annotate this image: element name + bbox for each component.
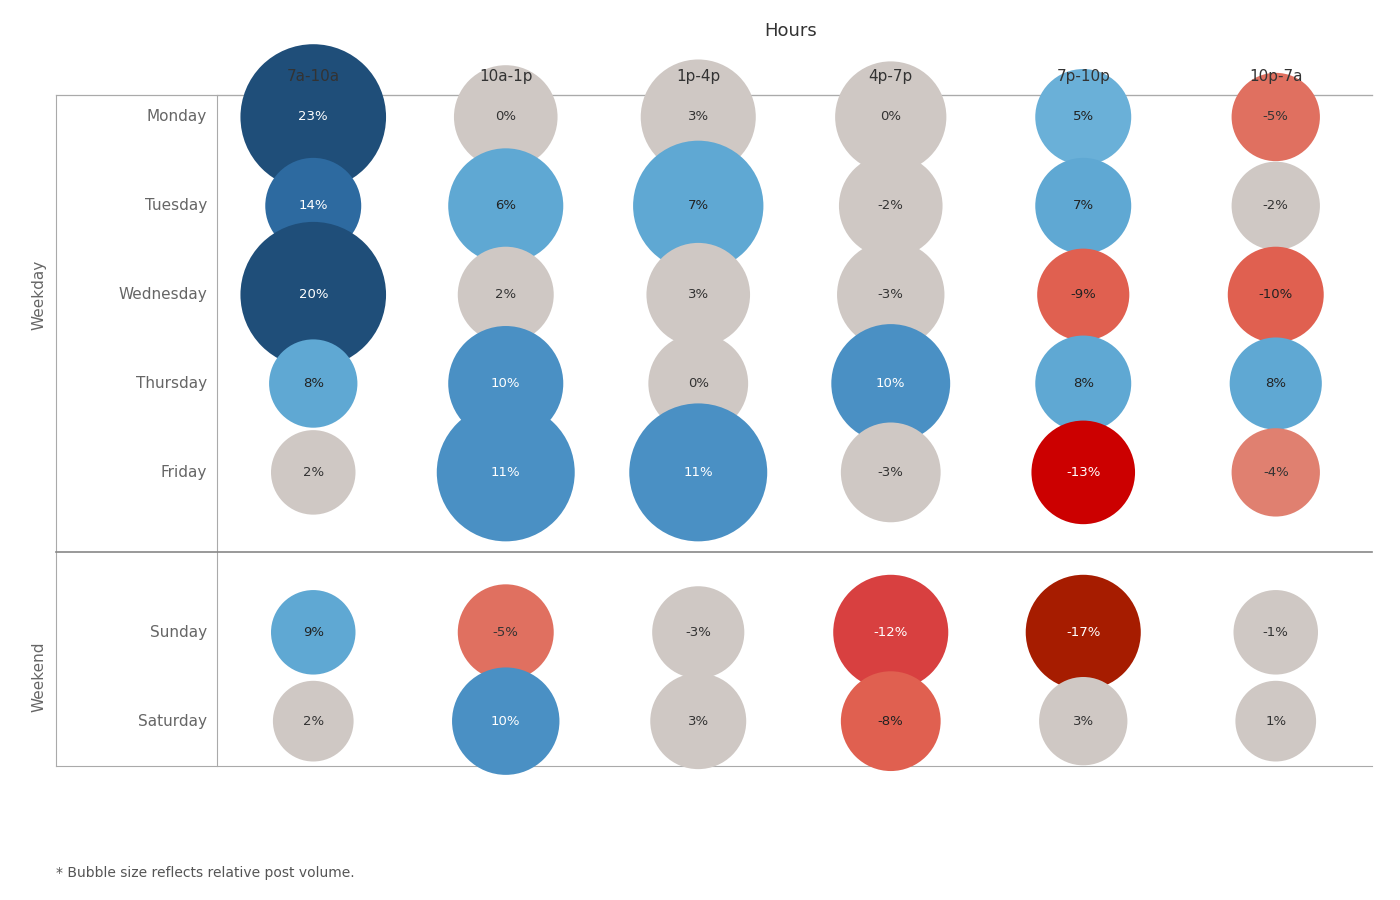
Text: 3%: 3%: [687, 288, 708, 302]
Text: 9%: 9%: [302, 626, 323, 639]
Text: 3%: 3%: [1072, 715, 1093, 728]
Text: 6%: 6%: [496, 199, 517, 212]
Text: 0%: 0%: [881, 111, 902, 123]
Text: 7%: 7%: [687, 199, 708, 212]
Text: -17%: -17%: [1065, 626, 1100, 639]
Text: -5%: -5%: [493, 626, 518, 639]
Text: 20%: 20%: [298, 288, 328, 302]
Text: -13%: -13%: [1065, 466, 1100, 479]
Text: 4p-7p: 4p-7p: [868, 69, 913, 84]
Text: Thursday: Thursday: [136, 376, 207, 391]
Text: Tuesday: Tuesday: [146, 198, 207, 213]
Text: 10%: 10%: [491, 377, 521, 390]
Text: Weekday: Weekday: [32, 259, 46, 329]
Text: -3%: -3%: [878, 466, 903, 479]
Text: -1%: -1%: [1263, 626, 1288, 639]
Text: -2%: -2%: [1263, 199, 1288, 212]
Text: 7%: 7%: [1072, 199, 1093, 212]
Text: -3%: -3%: [878, 288, 903, 302]
Text: 11%: 11%: [491, 466, 521, 479]
Text: Monday: Monday: [147, 110, 207, 124]
Text: 10a-1p: 10a-1p: [479, 69, 532, 84]
Text: 8%: 8%: [1266, 377, 1287, 390]
Text: 2%: 2%: [302, 715, 323, 728]
Text: 2%: 2%: [496, 288, 517, 302]
Text: -12%: -12%: [874, 626, 909, 639]
Text: -3%: -3%: [686, 626, 711, 639]
Text: -10%: -10%: [1259, 288, 1292, 302]
Text: 3%: 3%: [687, 111, 708, 123]
Text: Sunday: Sunday: [150, 625, 207, 640]
Text: 1%: 1%: [1266, 715, 1287, 728]
Text: 0%: 0%: [687, 377, 708, 390]
Text: -5%: -5%: [1263, 111, 1288, 123]
Text: * Bubble size reflects relative post volume.: * Bubble size reflects relative post vol…: [56, 866, 354, 880]
Text: 5%: 5%: [1072, 111, 1093, 123]
Text: Hours: Hours: [764, 22, 818, 40]
Text: -2%: -2%: [878, 199, 903, 212]
Text: 7a-10a: 7a-10a: [287, 69, 340, 84]
Text: 0%: 0%: [496, 111, 517, 123]
Text: 1p-4p: 1p-4p: [676, 69, 721, 84]
Text: Weekend: Weekend: [32, 642, 46, 712]
Text: 3%: 3%: [687, 715, 708, 728]
Text: Saturday: Saturday: [139, 714, 207, 729]
Text: 10p-7a: 10p-7a: [1249, 69, 1302, 84]
Text: 10%: 10%: [491, 715, 521, 728]
Text: 8%: 8%: [302, 377, 323, 390]
Text: -9%: -9%: [1071, 288, 1096, 302]
Text: 8%: 8%: [1072, 377, 1093, 390]
Text: 23%: 23%: [298, 111, 328, 123]
Text: 2%: 2%: [302, 466, 323, 479]
Text: 14%: 14%: [298, 199, 328, 212]
Text: -8%: -8%: [878, 715, 903, 728]
Text: Friday: Friday: [161, 465, 207, 480]
Text: 10%: 10%: [876, 377, 906, 390]
Text: 11%: 11%: [683, 466, 713, 479]
Text: Wednesday: Wednesday: [119, 287, 207, 302]
Text: 7p-10p: 7p-10p: [1057, 69, 1110, 84]
Text: -4%: -4%: [1263, 466, 1288, 479]
